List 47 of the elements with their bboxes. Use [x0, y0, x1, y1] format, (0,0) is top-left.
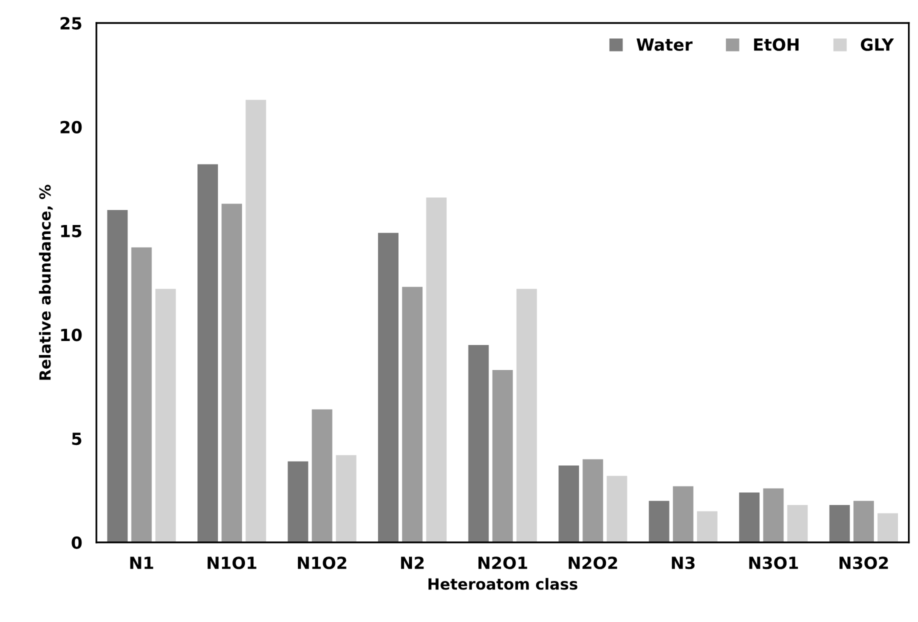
y-tick-label: 5 — [72, 432, 82, 446]
bar — [492, 370, 513, 542]
bar — [829, 504, 850, 542]
bar — [107, 210, 128, 542]
y-tick-label: 0 — [72, 536, 82, 549]
bar — [468, 345, 489, 542]
bar — [197, 164, 218, 542]
y-tick-label: 20 — [60, 120, 82, 134]
bar — [763, 488, 784, 542]
bar — [558, 466, 580, 542]
bar — [131, 247, 152, 542]
bar — [696, 511, 718, 542]
y-axis-title: Relative abundance, % — [38, 184, 53, 380]
y-tick-label: 10 — [61, 328, 82, 342]
bar — [606, 476, 628, 542]
y-tick-label: 25 — [60, 16, 82, 30]
legend-label: EtOH — [754, 38, 799, 51]
legend-label: Water — [636, 38, 693, 51]
bar — [787, 504, 808, 542]
bar — [378, 232, 398, 542]
bar — [402, 286, 423, 542]
x-tick-label: N1O2 — [298, 556, 346, 570]
bar — [878, 513, 898, 542]
x-tick-label: N3 — [672, 556, 695, 570]
bar — [516, 288, 537, 542]
y-tick-label: 15 — [61, 224, 82, 238]
x-tick-label: N1 — [130, 556, 154, 569]
x-tick-label: N2 — [401, 556, 424, 569]
bar — [312, 409, 332, 542]
bar — [853, 500, 874, 542]
x-tick-label: N3O2 — [840, 556, 888, 570]
bar — [222, 204, 242, 542]
x-tick-label: N2O1 — [478, 556, 528, 570]
bar — [246, 100, 266, 542]
bar — [336, 455, 356, 542]
bar — [648, 500, 670, 542]
x-tick-label: N1O1 — [208, 556, 256, 570]
bar — [582, 459, 604, 542]
bar — [155, 288, 176, 542]
bar — [739, 492, 760, 542]
x-tick-label: N3O1 — [749, 556, 798, 570]
bar — [426, 198, 447, 542]
bar — [672, 486, 694, 542]
bar — [288, 461, 308, 542]
x-axis-title: Heteroatom class — [428, 578, 578, 590]
x-tick-label: N2O2 — [568, 556, 618, 570]
legend-label: GLY — [860, 38, 894, 51]
